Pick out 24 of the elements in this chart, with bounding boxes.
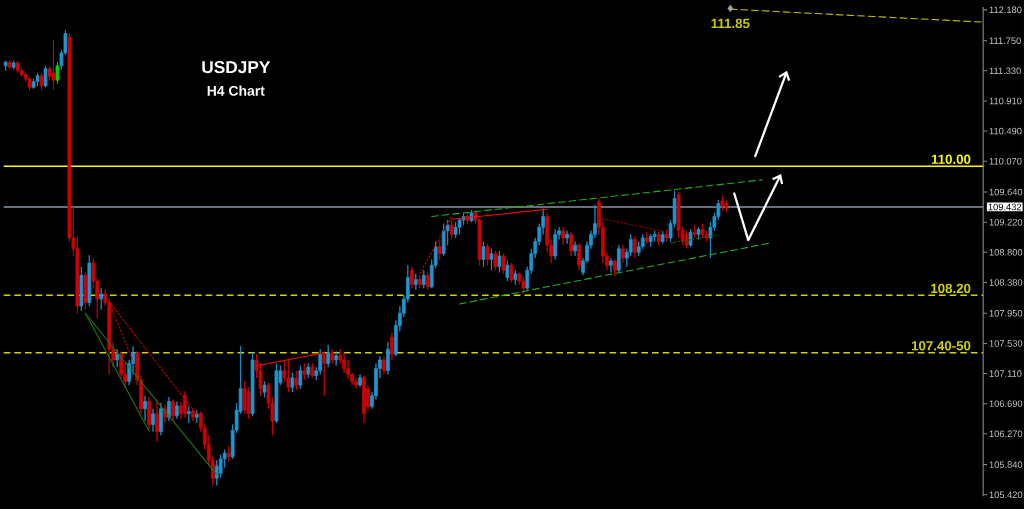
y-tick-label: 107.110 <box>989 370 1022 377</box>
y-tick-label: 112.180 <box>989 6 1022 14</box>
y-tick-label: 106.270 <box>989 430 1023 437</box>
y-tick-label: 105.840 <box>989 461 1023 468</box>
text: USDJPY <box>202 60 271 74</box>
y-tick-label: 110.910 <box>989 97 1022 105</box>
ref-line-label: 108.20 <box>931 283 971 294</box>
y-tick-label: 106.690 <box>989 400 1023 407</box>
y-tick-label: 108.800 <box>989 248 1023 256</box>
ref-line-label: 107.40-50 <box>911 341 971 351</box>
text: 109.432 <box>988 203 1022 211</box>
y-tick-label: 111.330 <box>989 67 1021 75</box>
y-tick-label: 110.490 <box>989 127 1022 135</box>
ref-line-label: 110.00 <box>931 154 971 164</box>
y-tick-label: 110.070 <box>989 157 1022 165</box>
text: H4 Chart <box>207 85 265 96</box>
series-label: 111.85 <box>711 18 750 29</box>
y-tick-label: 107.530 <box>989 340 1023 347</box>
y-tick-label: 109.220 <box>989 218 1023 226</box>
y-tick-label: 107.950 <box>989 309 1023 317</box>
y-tick-label: 111.750 <box>989 37 1021 44</box>
y-tick-label: 109.640 <box>989 188 1023 196</box>
y-tick-label: 108.380 <box>989 279 1023 286</box>
y-tick-label: 105.420 <box>989 491 1023 498</box>
